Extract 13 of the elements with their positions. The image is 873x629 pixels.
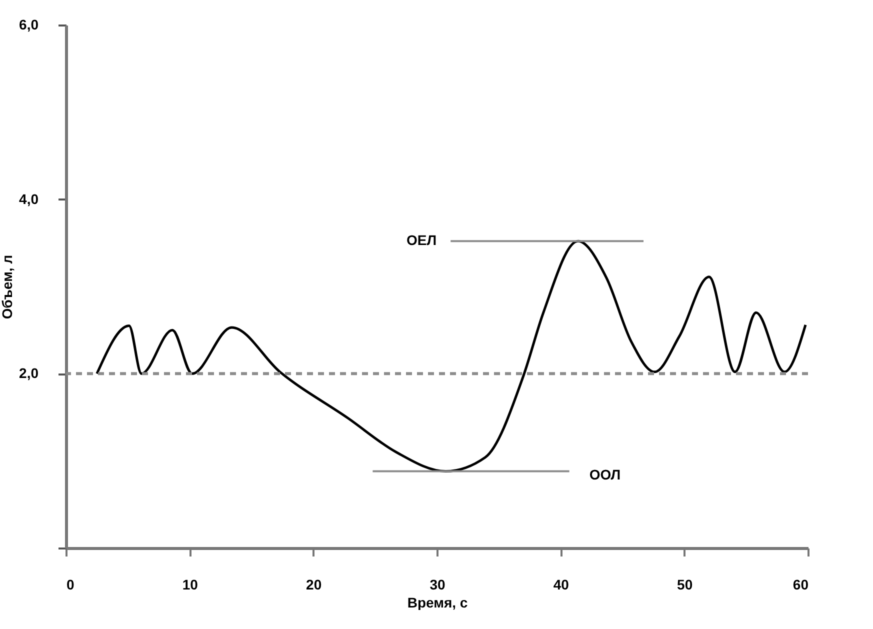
- series-label: ООЛ: [589, 466, 621, 482]
- y-tick-label: 4,0: [19, 190, 39, 207]
- x-tick-label: 30: [430, 576, 446, 592]
- series-label: ОЕЛ: [406, 232, 437, 248]
- x-tick-label: 60: [792, 576, 809, 592]
- x-tick-label: 0: [66, 576, 74, 592]
- x-tick-label: 20: [306, 576, 322, 592]
- x-tick-label: 10: [182, 576, 198, 592]
- x-tick-label: 40: [553, 576, 570, 592]
- y-tick-label: 2,0: [19, 365, 39, 382]
- x-tick-label: 50: [677, 576, 693, 592]
- y-tick-label: 6,0: [19, 16, 39, 32]
- y-axis-title: Объем, л: [0, 254, 16, 320]
